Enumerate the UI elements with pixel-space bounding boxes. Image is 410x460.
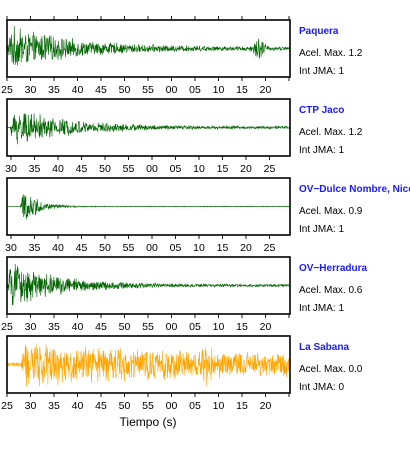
x-tick-label: 10 bbox=[193, 163, 205, 175]
x-tick-label: 45 bbox=[76, 163, 88, 175]
x-tick-label: 15 bbox=[236, 84, 248, 96]
x-tick-label: 35 bbox=[29, 163, 41, 175]
station-panel: 25 30 35 40 45 50 55 00 05 10 15 20 La Sabana Acel. M… bbox=[1, 335, 363, 412]
x-tick-label: 55 bbox=[142, 400, 154, 412]
max-acceleration: Acel. Max. 1.2 bbox=[299, 127, 363, 138]
station-panel: 25 30 35 40 45 50 55 00 05 10 15 20 OV−Herradura Acel… bbox=[1, 256, 368, 333]
x-tick-label: 20 bbox=[240, 242, 252, 254]
x-tick-label: 30 bbox=[25, 321, 37, 333]
x-tick-label: 15 bbox=[236, 321, 248, 333]
x-tick-label: 35 bbox=[48, 400, 60, 412]
x-tick-label: 15 bbox=[217, 163, 229, 175]
x-tick-label: 50 bbox=[99, 163, 111, 175]
x-tick-label: 05 bbox=[189, 321, 201, 333]
x-tick-label: 45 bbox=[76, 242, 88, 254]
x-tick-label: 55 bbox=[142, 84, 154, 96]
panel-frame bbox=[6, 177, 291, 236]
x-tick-label: 50 bbox=[119, 84, 131, 96]
x-axis-label: Tiempo (s) bbox=[120, 415, 177, 429]
x-tick-label: 05 bbox=[189, 84, 201, 96]
jma-intensity: Int JMA: 1 bbox=[299, 303, 344, 314]
panel-frame bbox=[6, 256, 291, 315]
x-tick-label: 55 bbox=[123, 163, 135, 175]
x-tick-label: 40 bbox=[52, 242, 64, 254]
station-name: Paquera bbox=[299, 26, 339, 37]
x-tick-label: 55 bbox=[123, 242, 135, 254]
x-tick-label: 30 bbox=[5, 242, 17, 254]
x-tick-label: 50 bbox=[99, 242, 111, 254]
station-name: OV−Herradura bbox=[299, 263, 368, 274]
x-tick-label: 50 bbox=[119, 321, 131, 333]
x-tick-label: 40 bbox=[72, 84, 84, 96]
x-tick-label: 20 bbox=[260, 400, 272, 412]
x-tick-label: 40 bbox=[72, 400, 84, 412]
station-panel: 30 35 40 45 50 55 00 05 10 15 20 25 CTP Jaco Acel. Ma… bbox=[5, 98, 363, 175]
x-tick-label: 10 bbox=[193, 242, 205, 254]
x-tick-label: 15 bbox=[217, 242, 229, 254]
x-tick-label: 15 bbox=[236, 400, 248, 412]
jma-intensity: Int JMA: 1 bbox=[299, 224, 344, 235]
station-name: CTP Jaco bbox=[299, 105, 344, 116]
seismogram-panels: 25 30 35 40 45 50 55 00 05 10 15 20 Paquera Acel. Max… bbox=[1, 16, 410, 412]
x-tick-label: 45 bbox=[95, 400, 107, 412]
station-name: OV−Dulce Nombre, Nicoya bbox=[299, 184, 410, 195]
waveform-trace bbox=[7, 194, 290, 220]
x-tick-label: 35 bbox=[29, 242, 41, 254]
x-tick-label: 45 bbox=[95, 321, 107, 333]
max-acceleration: Acel. Max. 0.0 bbox=[299, 364, 363, 375]
panel-frame bbox=[6, 98, 291, 157]
x-tick-label: 10 bbox=[213, 321, 225, 333]
x-tick-label: 05 bbox=[170, 242, 182, 254]
x-tick-label: 00 bbox=[166, 84, 178, 96]
x-tick-label: 30 bbox=[25, 400, 37, 412]
x-tick-label: 00 bbox=[166, 400, 178, 412]
x-tick-label: 25 bbox=[1, 400, 13, 412]
x-tick-label: 30 bbox=[25, 84, 37, 96]
x-tick-label: 20 bbox=[260, 84, 272, 96]
x-tick-label: 30 bbox=[5, 163, 17, 175]
x-tick-label: 40 bbox=[72, 321, 84, 333]
jma-intensity: Int JMA: 1 bbox=[299, 145, 344, 156]
max-acceleration: Acel. Max. 1.2 bbox=[299, 48, 363, 59]
jma-intensity: Int JMA: 1 bbox=[299, 66, 344, 77]
station-name: La Sabana bbox=[299, 342, 349, 353]
x-tick-label: 05 bbox=[189, 400, 201, 412]
x-tick-label: 40 bbox=[52, 163, 64, 175]
max-acceleration: Acel. Max. 0.6 bbox=[299, 285, 363, 296]
x-tick-label: 25 bbox=[1, 84, 13, 96]
x-tick-label: 55 bbox=[142, 321, 154, 333]
x-tick-label: 45 bbox=[95, 84, 107, 96]
x-tick-label: 10 bbox=[213, 400, 225, 412]
waveform-trace bbox=[7, 343, 290, 387]
jma-intensity: Int JMA: 0 bbox=[299, 382, 344, 393]
x-tick-label: 20 bbox=[240, 163, 252, 175]
panel-frame bbox=[6, 335, 291, 394]
station-panel: 25 30 35 40 45 50 55 00 05 10 15 20 Paquera Acel. Max… bbox=[1, 16, 363, 96]
x-tick-label: 35 bbox=[48, 84, 60, 96]
x-tick-label: 25 bbox=[264, 242, 276, 254]
waveform-trace bbox=[7, 263, 290, 306]
waveform-trace bbox=[7, 25, 290, 66]
panel-frame bbox=[6, 19, 291, 78]
x-tick-label: 00 bbox=[166, 321, 178, 333]
x-tick-label: 05 bbox=[170, 163, 182, 175]
x-tick-label: 25 bbox=[1, 321, 13, 333]
station-panel: 30 35 40 45 50 55 00 05 10 15 20 25 OV−Dulce Nombre,… bbox=[5, 177, 410, 254]
x-tick-label: 00 bbox=[146, 242, 158, 254]
x-tick-label: 00 bbox=[146, 163, 158, 175]
waveform-trace bbox=[7, 113, 290, 145]
x-tick-label: 10 bbox=[213, 84, 225, 96]
max-acceleration: Acel. Max. 0.9 bbox=[299, 206, 363, 217]
x-tick-label: 20 bbox=[260, 321, 272, 333]
x-tick-label: 25 bbox=[264, 163, 276, 175]
x-tick-label: 50 bbox=[119, 400, 131, 412]
x-tick-label: 35 bbox=[48, 321, 60, 333]
